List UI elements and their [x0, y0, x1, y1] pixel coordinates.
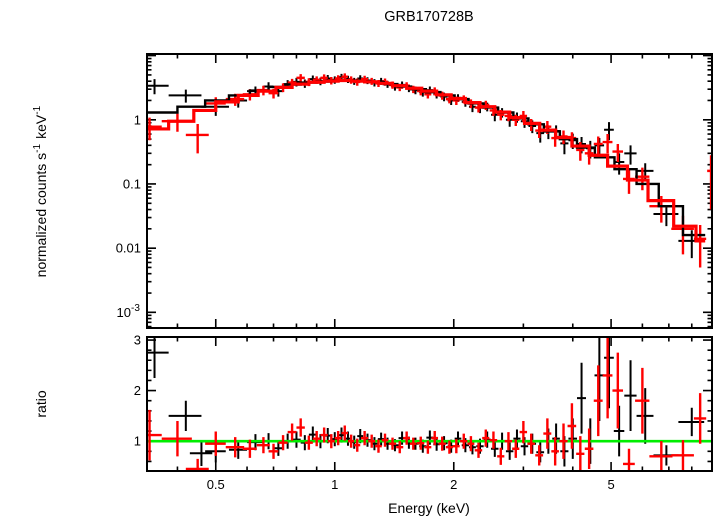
x-tick-label: 1 — [331, 477, 338, 492]
x-tick-label: 5 — [607, 477, 614, 492]
y-tick-label: 3 — [134, 333, 141, 348]
y-tick-label: 2 — [134, 383, 141, 398]
data-points-red — [147, 337, 707, 471]
ratio-panel: 1 2 3 0.5 1 2 5 — [134, 333, 713, 492]
y-tick-label: 0.1 — [123, 176, 141, 191]
model-line-black — [147, 79, 706, 237]
chart-title: GRB170728B — [384, 9, 473, 25]
counts-axis-label: normalized counts s-1 keV-1 — [32, 105, 49, 278]
panel-border — [146, 336, 713, 472]
model-line-red — [147, 78, 706, 243]
energy-axis-label: Energy (keV) — [388, 500, 470, 516]
y-tick-label: 1 — [134, 434, 141, 449]
spectrum-panel: 10-3 0.01 0.1 1 — [116, 53, 713, 329]
panel-border — [146, 53, 713, 329]
x-tick-label: 2 — [450, 477, 457, 492]
y-tick-label: 10-3 — [117, 303, 141, 320]
y-tick-label: 0.01 — [116, 241, 141, 256]
ratio-axis-label: ratio — [33, 390, 49, 417]
x-tick-label: 0.5 — [207, 477, 225, 492]
y-tick-label: 1 — [134, 112, 141, 127]
